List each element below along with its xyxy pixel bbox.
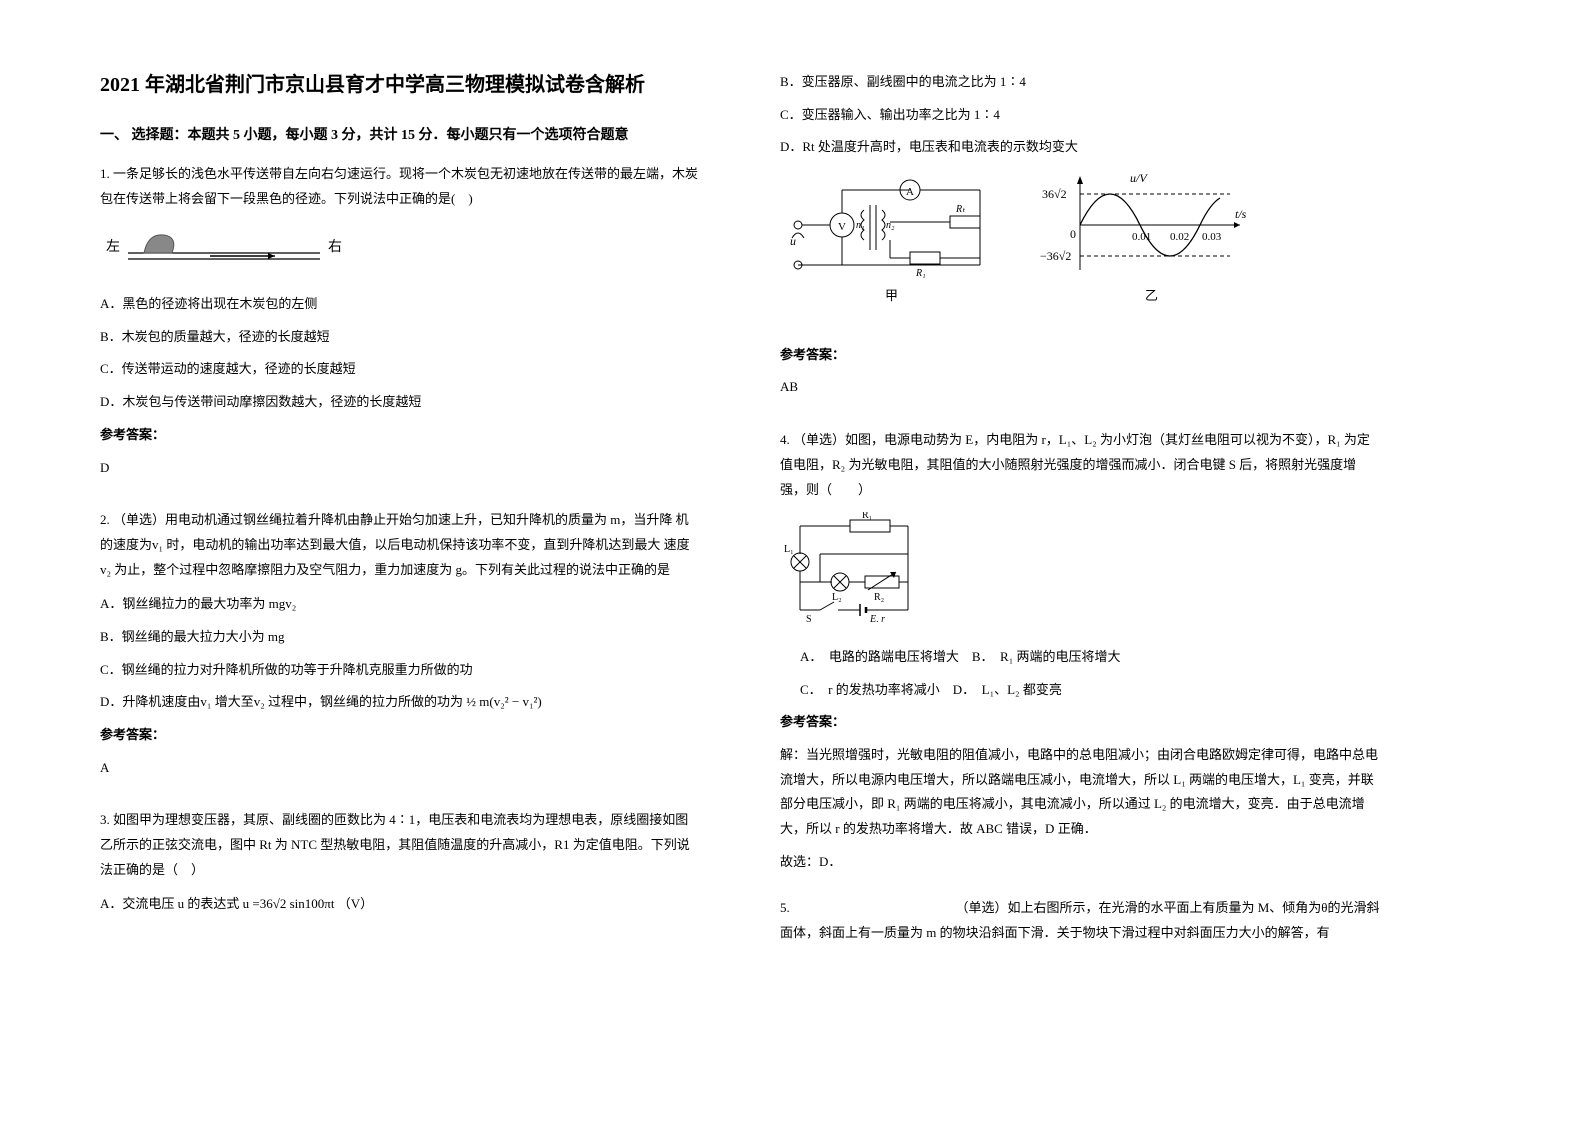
q2-stem-e: 为止，整个过程中忽略摩擦阻力及空气阻力，重力加速度为 g。下列有关此过程的说法中… [114, 562, 670, 577]
q1-optD: D．木炭包与传送带间动摩擦因数越大，径迹的长度越短 [100, 390, 700, 415]
exam-title: 2021 年湖北省荆门市京山县育才中学高三物理模拟试卷含解析 [100, 70, 700, 100]
q2-optD-a: D．升降机速度由 [100, 694, 200, 709]
xlabel: t/s [1235, 207, 1247, 221]
r1-label: R₁ [862, 512, 872, 521]
question-2: 2. （单选）用电动机通过钢丝绳拉着升降机由静止开始匀加速上升，已知升降机的质量… [100, 508, 700, 794]
q3-answer: AB [780, 375, 1380, 400]
q1-optC: C．传送带运动的速度越大，径迹的长度越短 [100, 357, 700, 382]
l2-label: L₂ [832, 592, 842, 603]
q2-optD-v2: v₂ [254, 694, 265, 709]
q2-optD-v1: v₁ [200, 694, 211, 709]
svg-text:R₁: R₁ [915, 268, 926, 279]
q2-optC: C．钢丝绳的拉力对升降机所做的功等于升降机克服重力所做的功 [100, 658, 700, 683]
q1-optA: A．黑色的径迹将出现在木炭包的左侧 [100, 292, 700, 317]
q1-answer: D [100, 456, 700, 481]
transformer-and-graph: u V A n₁ n₂ [780, 170, 1250, 320]
ylabel: u/V [1130, 171, 1148, 185]
q2-optD: D．升降机速度由v₁ 增大至v₂ 过程中，钢丝绳的拉力所做的功为 ½ m(v₂²… [100, 690, 700, 715]
q4-explain2: 故选：D． [780, 850, 1380, 875]
svg-text:n₁: n₁ [856, 220, 864, 231]
question-1: 1. 一条足够长的浅色水平传送带自左向右匀速运行。现将一个木炭包无初速地放在传送… [100, 162, 700, 494]
sine-graph: u/V 36√2 0 −36√2 0.01 0.02 0.03 [1040, 171, 1247, 303]
q2-answer-label: 参考答案： [100, 723, 700, 748]
question-4: 4. （单选）如图，电源电动势为 E，内电阻为 r，L₁、L₂ 为小灯泡（其灯丝… [780, 428, 1380, 882]
q3-optA: A．交流电压 u 的表达式 u =36√2 sin100πt （V） [100, 892, 700, 917]
question-3-part1: 3. 如图甲为理想变压器，其原、副线圈的匝数比为 4∶1，电压表和电流表均为理想… [100, 808, 700, 925]
e-label: E, r [869, 614, 885, 622]
svg-text:Rₜ: Rₜ [955, 204, 966, 215]
q2-optA-a: A．钢丝绳拉力的最大功率为 mg [100, 596, 285, 611]
q2-optD-c: 过程中，钢丝绳的拉力所做的功为 [268, 694, 463, 709]
q3-optB: B．变压器原、副线圈中的电流之比为 1∶4 [780, 70, 1380, 95]
x1: 0.01 [1132, 231, 1151, 243]
q4-explain1: 解：当光照增强时，光敏电阻的阻值减小，电路中的总电阻减小；由闭合电路欧姆定律可得… [780, 743, 1380, 842]
yzero: 0 [1070, 227, 1076, 241]
q1-optB: B．木炭包的质量越大，径迹的长度越短 [100, 325, 700, 350]
q3-figure: u V A n₁ n₂ [780, 170, 1380, 329]
q2-optD-formula: ½ m(v₂² − v₁²) [466, 694, 541, 709]
s-label: S [806, 614, 812, 622]
q3-optD: D．Rt 处温度升高时，电压表和电流表的示数均变大 [780, 135, 1380, 160]
circuit-q4: R₁ L₁ L₂ [780, 512, 930, 622]
q2-optA-v2: v₂ [285, 596, 296, 611]
q1-answer-label: 参考答案： [100, 423, 700, 448]
q3-optA-a: A．交流电压 u 的表达式 u = [100, 896, 260, 911]
question-3-part2: B．变压器原、副线圈中的电流之比为 1∶4 C．变压器输入、输出功率之比为 1∶… [780, 70, 1380, 414]
q3-optC: C．变压器输入、输出功率之比为 1∶4 [780, 103, 1380, 128]
q2-v1-a: v₁ [152, 537, 163, 552]
q2-optD-b: 增大至 [215, 694, 254, 709]
q2-answer: A [100, 756, 700, 781]
right-column: B．变压器原、副线圈中的电流之比为 1∶4 C．变压器输入、输出功率之比为 1∶… [780, 70, 1380, 970]
circuit-diagram: u V A n₁ n₂ [790, 180, 980, 303]
label-left: 左 [106, 239, 120, 255]
q3-answer-label: 参考答案： [780, 343, 1380, 368]
q3-stem: 3. 如图甲为理想变压器，其原、副线圈的匝数比为 4∶1，电压表和电流表均为理想… [100, 808, 700, 882]
q4-optAB: A． 电路的路端电压将增大 B． R₁ 两端的电压将增大 [800, 645, 1380, 670]
q2-optA: A．钢丝绳拉力的最大功率为 mgv₂ [100, 592, 700, 617]
q1-stem: 1. 一条足够长的浅色水平传送带自左向右匀速运行。现将一个木炭包无初速地放在传送… [100, 162, 700, 211]
q2-stem-a: 2. （单选）用电动机通过钢丝绳拉着升降机由静止开始匀加速上升，已知升降机的质量… [100, 512, 672, 527]
q4-figure: R₁ L₁ L₂ [780, 512, 1380, 631]
exam-page: 2021 年湖北省荆门市京山县育才中学高三物理模拟试卷含解析 一、 选择题：本题… [0, 0, 1587, 1010]
question-5: 5. （单选）如上右图所示，在光滑的水平面上有质量为 M、倾角为θ的光滑斜面体，… [780, 896, 1380, 955]
q2-stem-d: 速度 [664, 537, 690, 552]
q2-optB: B．钢丝绳的最大拉力大小为 mg [100, 625, 700, 650]
q4-answer-label: 参考答案： [780, 710, 1380, 735]
l1-label: L₁ [784, 544, 794, 555]
ytop: 36√2 [1042, 187, 1067, 201]
q4-stem: 4. （单选）如图，电源电动势为 E，内电阻为 r，L₁、L₂ 为小灯泡（其灯丝… [780, 428, 1380, 502]
conveyor-figure: 左 右 [100, 221, 360, 269]
caption-right: 乙 [1145, 288, 1158, 303]
q3-optA-unit: （V） [338, 896, 373, 911]
section-heading: 一、 选择题：本题共 5 小题，每小题 3 分，共计 15 分．每小题只有一个选… [100, 124, 700, 144]
label-right: 右 [328, 239, 342, 255]
q2-v2-a: v₂ [100, 562, 111, 577]
q4-optCD: C． r 的发热功率将减小 D． L₁、L₂ 都变亮 [800, 678, 1380, 703]
left-column: 2021 年湖北省荆门市京山县育才中学高三物理模拟试卷含解析 一、 选择题：本题… [100, 70, 700, 970]
x3: 0.03 [1202, 231, 1222, 243]
ybot: −36√2 [1040, 249, 1071, 263]
q2-stem-c: 时，电动机的输出功率达到最大值，以后电动机保持该功率不变，直到升降机达到最大 [166, 537, 660, 552]
svg-text:A: A [906, 186, 914, 198]
caption-left: 甲 [885, 288, 898, 303]
q5-stem: 5. （单选）如上右图所示，在光滑的水平面上有质量为 M、倾角为θ的光滑斜面体，… [780, 896, 1380, 945]
q3-optA-formula: 36√2 sin100πt [260, 896, 335, 911]
x2: 0.02 [1170, 231, 1189, 243]
q2-stem: 2. （单选）用电动机通过钢丝绳拉着升降机由静止开始匀加速上升，已知升降机的质量… [100, 508, 700, 582]
svg-text:V: V [838, 221, 846, 233]
r2-label: R₂ [874, 592, 884, 603]
q1-figure: 左 右 [100, 221, 700, 278]
